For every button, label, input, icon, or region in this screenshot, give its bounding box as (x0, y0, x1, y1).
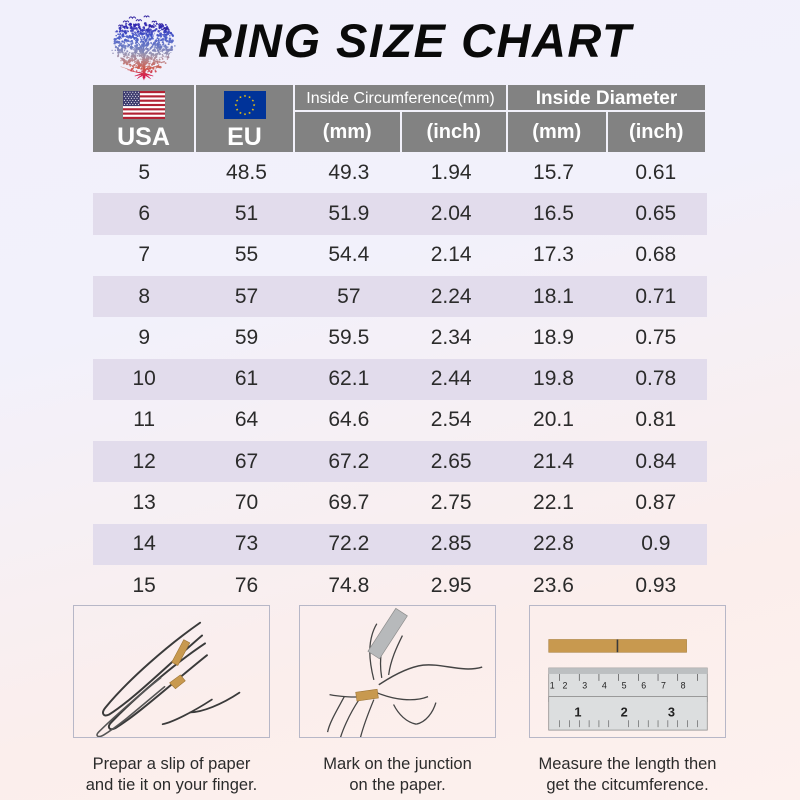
svg-text:7: 7 (661, 681, 666, 691)
svg-text:2: 2 (621, 704, 628, 719)
svg-text:4: 4 (602, 681, 607, 691)
svg-text:1: 1 (550, 681, 555, 691)
svg-text:3: 3 (582, 681, 587, 691)
svg-text:8: 8 (681, 681, 686, 691)
svg-text:5: 5 (622, 681, 627, 691)
svg-text:1: 1 (574, 704, 581, 719)
svg-text:2: 2 (563, 681, 568, 691)
svg-text:6: 6 (641, 681, 646, 691)
svg-text:3: 3 (668, 704, 675, 719)
